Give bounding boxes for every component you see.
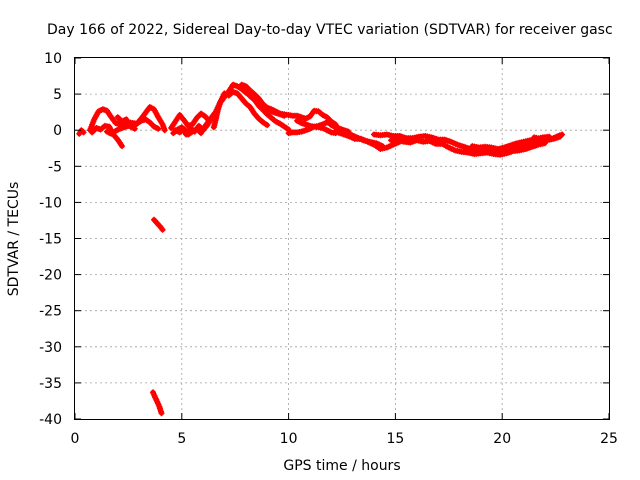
x-tick-label: 25 (600, 431, 618, 447)
axis-ticks (74, 57, 610, 420)
y-tick-label: 5 (53, 87, 62, 103)
data-point (559, 131, 565, 138)
y-tick-label: -10 (39, 195, 62, 211)
data-point (80, 129, 87, 136)
data-point (221, 94, 228, 100)
y-tick-label: -5 (48, 159, 62, 175)
y-tick-label: -30 (39, 340, 62, 356)
x-tick-label: 15 (386, 431, 404, 447)
x-axis-label: GPS time / hours (283, 458, 400, 474)
y-tick-label: 0 (53, 123, 62, 139)
grid (75, 58, 609, 419)
data-point (155, 125, 162, 132)
x-tick-label: 10 (280, 431, 298, 447)
data-point (158, 410, 165, 417)
y-axis-label: SDTVAR / TECUs (6, 182, 22, 297)
data-point (206, 117, 213, 124)
y-tick-label: -40 (39, 412, 62, 428)
data-point (161, 127, 168, 134)
data-points (76, 81, 565, 417)
plot-frame (74, 57, 610, 420)
x-tick-labels: 0 5 10 15 20 25 (71, 431, 618, 447)
data-point (79, 128, 86, 135)
y-tick-label: -15 (39, 232, 62, 248)
y-tick-label: -35 (39, 376, 62, 392)
x-tick-label: 0 (71, 431, 80, 447)
y-tick-label: 10 (44, 51, 62, 67)
series-sdtvar (76, 81, 565, 417)
data-point (281, 112, 288, 119)
data-point (159, 226, 166, 233)
data-point (119, 143, 125, 150)
y-tick-label: -25 (39, 304, 62, 320)
chart-title: Day 166 of 2022, Sidereal Day-to-day VTE… (47, 22, 613, 38)
x-tick-label: 20 (493, 431, 511, 447)
data-point (557, 132, 564, 139)
y-tick-labels: 10 5 0 -5 -10 -15 -20 -25 -30 -35 -40 (39, 51, 62, 428)
data-point (131, 125, 138, 132)
y-tick-label: -20 (39, 268, 62, 284)
x-tick-label: 5 (177, 431, 186, 447)
data-point (264, 122, 271, 129)
